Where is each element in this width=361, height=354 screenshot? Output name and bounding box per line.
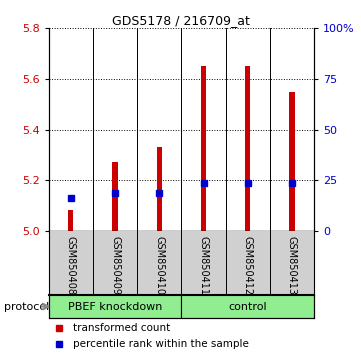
Bar — [68, 211, 74, 231]
Text: percentile rank within the sample: percentile rank within the sample — [73, 339, 248, 349]
Bar — [157, 147, 162, 231]
Text: PBEF knockdown: PBEF knockdown — [68, 302, 162, 312]
Title: GDS5178 / 216709_at: GDS5178 / 216709_at — [113, 14, 250, 27]
Bar — [289, 92, 295, 231]
Text: GSM850411: GSM850411 — [199, 236, 209, 295]
Text: GSM850412: GSM850412 — [243, 236, 253, 295]
Text: protocol: protocol — [4, 302, 49, 312]
Text: GSM850409: GSM850409 — [110, 236, 120, 295]
Bar — [112, 162, 118, 231]
Text: control: control — [229, 302, 267, 312]
Text: transformed count: transformed count — [73, 323, 170, 333]
Text: GSM850408: GSM850408 — [66, 236, 76, 295]
Text: GSM850410: GSM850410 — [154, 236, 164, 295]
Bar — [245, 66, 251, 231]
Text: GSM850413: GSM850413 — [287, 236, 297, 295]
Bar — [49, 295, 182, 318]
Bar — [201, 66, 206, 231]
Bar — [182, 295, 314, 318]
